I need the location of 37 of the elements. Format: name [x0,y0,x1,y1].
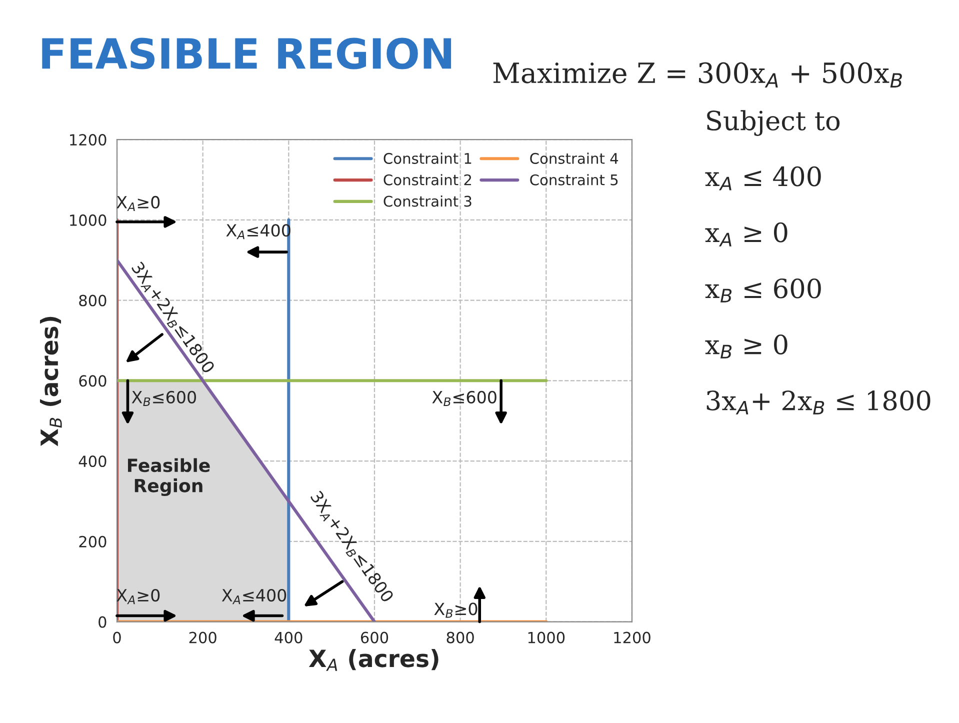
legend-label: Constraint 5 [530,174,618,186]
text: x$_{B}$ ≥ 0 [705,334,788,358]
text: x$_{A}$ ≥ 0 [705,222,788,246]
x-axis-title: X$_{A}$ (acres) [308,649,438,671]
x-tick-label: 800 [446,632,474,644]
y-tick-label: 200 [79,536,106,548]
y-tick-label: 600 [79,375,106,387]
x-tick-label: 1000 [528,632,565,644]
text: x$_{A}$ ≤ 400 [705,166,821,190]
annotation: X$_{B}$≤600 [132,390,196,406]
y-axis-title: X$_{B}$ (acres) [40,316,62,446]
y-tick-label: 400 [78,456,106,468]
x-tick-label: 600 [360,632,388,644]
chart-title: FEASIBLE REGION [42,38,452,70]
annotation: Feasible Region [128,458,210,496]
x-tick-label: 0 [113,632,121,644]
annotation: 3X$_{A}$+2X$_{B}$≤1800 [308,490,394,604]
text: Subject to [707,110,840,136]
legend-label: Constraint 3 [384,195,472,207]
text: Maximize Z = 300x$_{A}$ + 500x$_{B}$ [493,62,902,88]
legend-label: Constraint 1 [384,152,472,164]
annotation: X$_{A}$≤400 [222,588,286,604]
annotation: X$_{A}$≥0 [116,196,160,212]
annotation: X$_{B}$≥0 [434,602,478,618]
text: x$_{B}$ ≤ 600 [705,278,821,302]
legend-label: Constraint 2 [384,174,472,186]
x-tick-label: 400 [274,632,302,644]
x-tick-label: 1200 [614,632,650,644]
y-tick-label: 800 [79,294,106,306]
y-tick-label: 1200 [70,134,106,146]
legend-label: Constraint 4 [530,152,618,164]
y-tick-label: 1000 [70,214,106,226]
text: 3x$_{A}$+ 2x$_{B}$ ≤ 1800 [706,390,930,414]
annotation: X$_{B}$≤600 [432,390,496,406]
y-tick-label: 0 [98,616,106,628]
annotation: 3X$_{A}$+2X$_{B}$≤1800 [129,261,216,376]
x-tick-label: 200 [189,632,216,644]
